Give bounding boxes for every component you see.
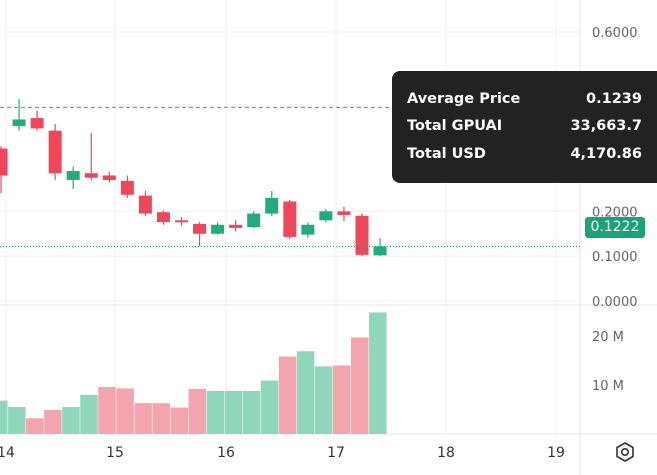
tooltip-row-total-usd: Total USD 4,170.86	[407, 146, 650, 166]
volume-bar	[8, 407, 26, 434]
volume-bar	[62, 407, 80, 434]
candle-body	[193, 223, 207, 234]
candle	[175, 217, 188, 226]
volume-bar	[134, 403, 152, 434]
volume-bar	[351, 337, 369, 434]
time-tick-label: 15	[106, 445, 124, 461]
candle	[120, 175, 134, 198]
tooltip-label: Average Price	[407, 91, 521, 107]
candle-body	[337, 211, 351, 215]
candle-body	[355, 215, 369, 255]
volume-bar	[314, 366, 333, 434]
candle	[211, 222, 225, 235]
time-tick-label: 19	[547, 445, 565, 461]
volume-tick-label: 10 M	[592, 379, 624, 394]
price-tick-label: 0.2000	[592, 205, 638, 220]
time-axis: 14 15 16 17 18 19	[0, 445, 565, 461]
candle	[319, 209, 333, 223]
volume-bar	[116, 388, 134, 434]
volume-bar	[206, 390, 225, 434]
candle	[156, 210, 170, 225]
candle-body	[12, 119, 26, 127]
candle-body	[283, 201, 297, 237]
volume-bar	[242, 390, 261, 434]
candle	[193, 222, 207, 246]
candle	[102, 171, 116, 183]
volume-tick-label: 20 M	[592, 330, 624, 345]
tooltip-row-average-price: Average Price 0.1239	[407, 91, 650, 111]
candle-body	[138, 195, 152, 214]
volume-bar	[278, 356, 297, 434]
candle-body	[156, 212, 170, 223]
candle-body	[0, 148, 8, 176]
price-tick-label: 0.1000	[592, 250, 638, 265]
volume-bar	[170, 407, 188, 434]
candle	[30, 110, 44, 131]
tooltip-label: Total GPUAI	[407, 118, 503, 134]
volume-bar	[152, 403, 170, 434]
candle-body	[120, 180, 134, 195]
candle-body	[319, 211, 333, 221]
price-axis: 0.6000 0.2000 0.1000 0.0000	[592, 26, 638, 310]
tooltip-value: 33,663.7	[570, 118, 642, 134]
candle	[0, 146, 8, 194]
price-tick-label: 0.0000	[592, 295, 638, 310]
volume-bar	[44, 409, 62, 434]
volume-bar	[369, 312, 387, 434]
candle	[337, 206, 351, 222]
tooltip-row-total-gpuai: Total GPUAI 33,663.7	[407, 118, 650, 138]
candle-body	[102, 175, 116, 180]
volume-bar	[188, 388, 207, 434]
volume-bar	[296, 351, 315, 434]
volume-bar	[80, 394, 98, 434]
volume-bar	[0, 400, 8, 434]
candle	[48, 123, 62, 180]
candle-body	[301, 224, 315, 235]
volume-bar	[224, 390, 243, 434]
volume-bar	[332, 365, 351, 434]
candles	[0, 99, 387, 257]
candle	[355, 213, 369, 257]
time-tick-label: 18	[437, 445, 455, 461]
volume-bar	[98, 386, 116, 434]
volume-axis: 20 M 10 M	[592, 330, 624, 394]
tooltip-value: 4,170.86	[570, 146, 642, 162]
time-tick-label: 17	[327, 445, 345, 461]
candle-body	[48, 130, 62, 174]
candle	[283, 200, 297, 240]
candle-body	[229, 224, 243, 228]
candle	[229, 220, 243, 232]
settings-icon[interactable]	[614, 441, 636, 463]
current-price-badge: 0.1222	[585, 217, 645, 238]
price-tick-label: 0.6000	[592, 26, 638, 41]
candle-body	[84, 173, 98, 178]
candle-body	[373, 246, 387, 256]
candle-body	[211, 224, 225, 234]
volume-bars	[0, 312, 387, 434]
candle	[84, 132, 98, 180]
candle-body	[30, 118, 44, 129]
time-tick-label: 14	[0, 445, 15, 461]
candle-body	[247, 213, 261, 228]
candle	[138, 191, 152, 216]
candle-body	[175, 220, 188, 223]
candle-body	[66, 170, 80, 180]
candle	[373, 238, 387, 257]
tooltip-label: Total USD	[407, 146, 486, 162]
candle-body	[265, 197, 279, 214]
volume-bar	[260, 380, 279, 434]
candle	[265, 191, 279, 216]
candle	[247, 211, 261, 228]
candle	[66, 166, 80, 189]
price-tooltip: Average Price 0.1239 Total GPUAI 33,663.…	[392, 71, 657, 183]
tooltip-value: 0.1239	[586, 91, 642, 107]
volume-bar	[26, 418, 44, 434]
candle	[12, 99, 26, 131]
candle	[301, 222, 315, 238]
time-tick-label: 16	[217, 445, 235, 461]
